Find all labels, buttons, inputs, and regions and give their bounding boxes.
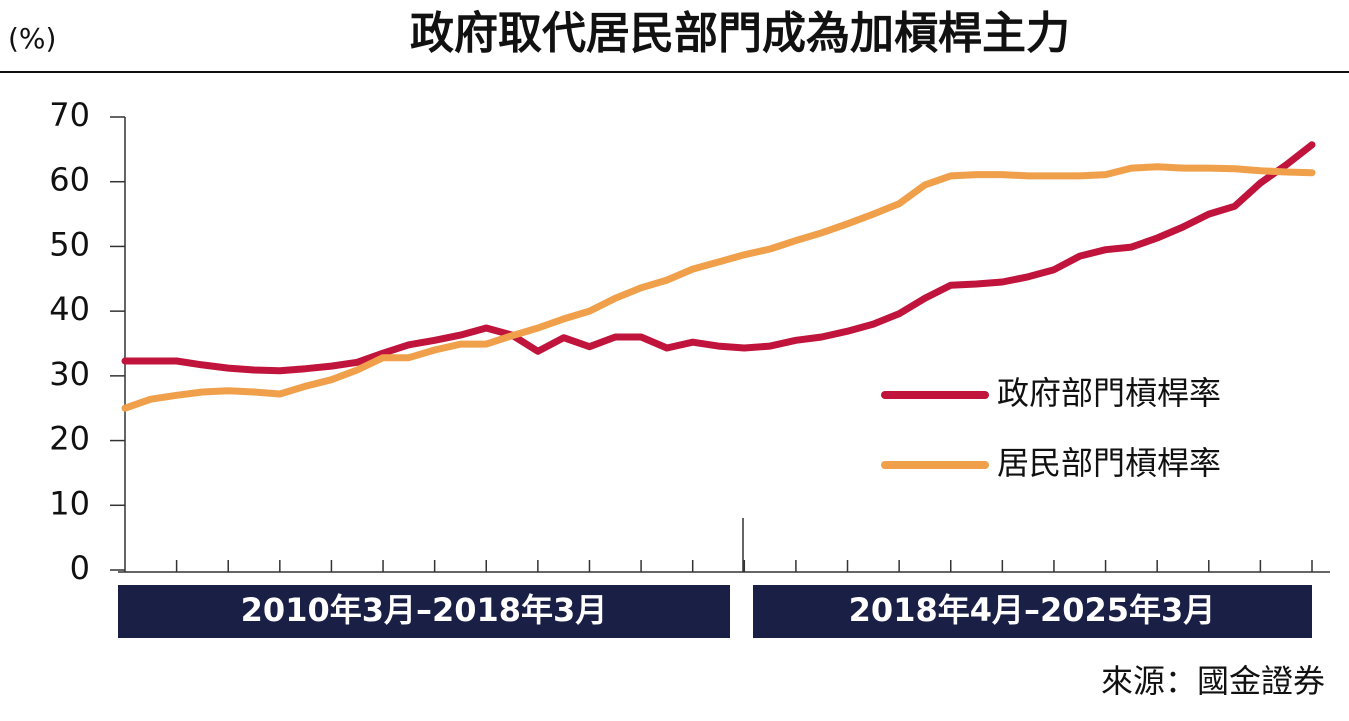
y-tick-label: 20 bbox=[49, 420, 90, 458]
legend-label: 居民部門槓桿率 bbox=[997, 444, 1221, 482]
period-box bbox=[753, 585, 1312, 638]
series-line bbox=[121, 141, 1316, 375]
y-tick-label: 0 bbox=[70, 549, 90, 587]
y-tick-label: 70 bbox=[49, 96, 90, 134]
period-label: 2018年4月–2025年3月 bbox=[849, 591, 1216, 629]
period-box bbox=[118, 585, 730, 638]
y-axis-unit: (%) bbox=[8, 22, 56, 55]
chart-title: 政府取代居民部門成為加槓桿主力 bbox=[410, 8, 1070, 59]
legend-label: 政府部門槓桿率 bbox=[997, 374, 1221, 412]
series-line bbox=[121, 163, 1316, 412]
period-label: 2010年3月–2018年3月 bbox=[241, 591, 608, 629]
y-tick-label: 30 bbox=[49, 355, 90, 393]
y-tick-label: 60 bbox=[49, 161, 90, 199]
source: 來源：國金證券 bbox=[1101, 662, 1325, 700]
y-tick-label: 10 bbox=[49, 484, 90, 522]
y-tick-label: 50 bbox=[49, 225, 90, 263]
y-tick-label: 40 bbox=[49, 290, 90, 328]
